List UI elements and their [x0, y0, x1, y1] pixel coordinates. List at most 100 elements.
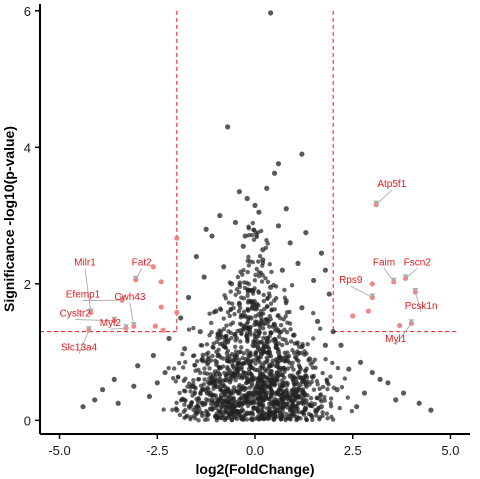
data-point	[218, 392, 224, 398]
data-point	[320, 370, 325, 376]
data-point	[299, 305, 305, 311]
data-point	[233, 408, 238, 413]
data-point	[294, 355, 299, 361]
data-point	[284, 393, 290, 398]
data-point	[305, 375, 310, 380]
data-point	[282, 355, 288, 360]
data-point	[240, 361, 245, 366]
x-tick-label: -2.5	[146, 443, 168, 458]
data-point	[262, 321, 267, 326]
data-point	[311, 336, 316, 341]
data-point	[311, 373, 317, 379]
data-point	[289, 392, 295, 397]
data-point	[99, 387, 106, 393]
data-point	[428, 407, 434, 413]
data-point	[279, 367, 284, 372]
data-point	[201, 274, 207, 280]
data-point	[247, 385, 252, 390]
data-point	[191, 377, 196, 383]
data-point	[92, 397, 98, 403]
data-point	[346, 366, 352, 372]
data-point	[322, 267, 328, 273]
data-point	[234, 416, 240, 422]
significant-point	[160, 327, 166, 333]
data-point	[249, 400, 255, 405]
data-point	[196, 396, 201, 401]
data-point	[206, 387, 211, 392]
data-point	[242, 385, 247, 391]
data-point	[181, 378, 187, 384]
data-point	[225, 364, 230, 370]
data-point	[287, 360, 292, 365]
data-point	[236, 309, 242, 314]
data-point	[281, 383, 286, 388]
data-point	[80, 404, 86, 410]
data-point	[296, 385, 301, 391]
data-point	[256, 290, 261, 295]
data-point	[223, 296, 229, 301]
data-point	[275, 360, 280, 365]
data-point	[285, 350, 290, 355]
data-point	[288, 327, 293, 332]
data-point	[233, 344, 238, 350]
data-point	[345, 395, 350, 400]
data-point	[330, 360, 335, 366]
data-point	[214, 339, 220, 345]
data-point	[252, 387, 258, 393]
data-point	[240, 243, 246, 249]
data-point	[176, 360, 182, 366]
data-point	[276, 354, 282, 360]
data-point	[180, 365, 186, 370]
data-point	[256, 417, 262, 422]
data-point	[272, 376, 277, 382]
data-point	[262, 331, 267, 336]
data-point	[251, 227, 256, 233]
data-point	[245, 293, 250, 298]
data-point	[303, 230, 309, 236]
data-point	[295, 393, 301, 400]
data-point	[268, 377, 273, 383]
data-point	[322, 398, 328, 403]
data-point	[246, 254, 251, 260]
data-point	[285, 402, 290, 407]
data-point	[254, 266, 259, 272]
data-point	[287, 240, 293, 246]
label-leader-line	[405, 268, 418, 279]
data-point	[263, 317, 268, 322]
data-point	[221, 343, 226, 349]
data-point	[265, 342, 270, 348]
data-point	[308, 361, 313, 367]
data-point	[262, 374, 267, 380]
data-point	[218, 306, 223, 311]
data-point	[183, 389, 188, 394]
leader-arrowhead	[402, 274, 409, 279]
data-point	[279, 267, 285, 273]
data-point	[207, 332, 212, 338]
data-point	[270, 400, 275, 406]
label-leader-line	[395, 323, 412, 346]
data-point	[296, 344, 302, 349]
label-leader-line	[375, 189, 393, 205]
significant-point	[365, 308, 371, 314]
data-point	[260, 247, 266, 253]
data-point	[278, 414, 283, 420]
data-point	[209, 379, 214, 384]
data-point	[211, 345, 216, 350]
data-point	[233, 292, 238, 298]
data-point	[275, 349, 282, 355]
data-point	[307, 356, 313, 362]
gene-label: Efemp1	[66, 289, 101, 300]
leader-arrowhead	[373, 200, 380, 205]
data-point	[181, 409, 187, 415]
data-point	[320, 410, 325, 415]
data-point	[245, 399, 251, 404]
data-point	[250, 358, 256, 363]
data-point	[217, 381, 223, 386]
data-point	[290, 360, 295, 365]
data-point	[300, 341, 305, 347]
data-point	[245, 377, 250, 382]
data-point	[231, 358, 236, 364]
data-point	[207, 311, 212, 316]
data-point	[261, 398, 266, 403]
data-point	[111, 376, 117, 382]
